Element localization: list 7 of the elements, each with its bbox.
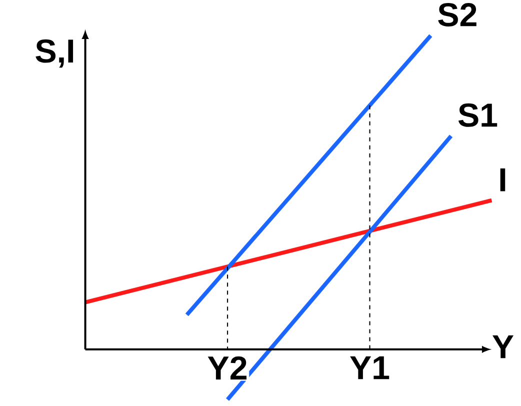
- series-label: S2: [438, 3, 476, 27]
- x-tick-label: Y1: [350, 356, 390, 380]
- x-tick-label: Y2: [208, 356, 246, 380]
- series-label: S1: [458, 104, 498, 127]
- y-axis-title: S,I: [36, 39, 74, 68]
- series-label: I: [500, 168, 506, 192]
- x-axis-title: Y: [492, 335, 514, 358]
